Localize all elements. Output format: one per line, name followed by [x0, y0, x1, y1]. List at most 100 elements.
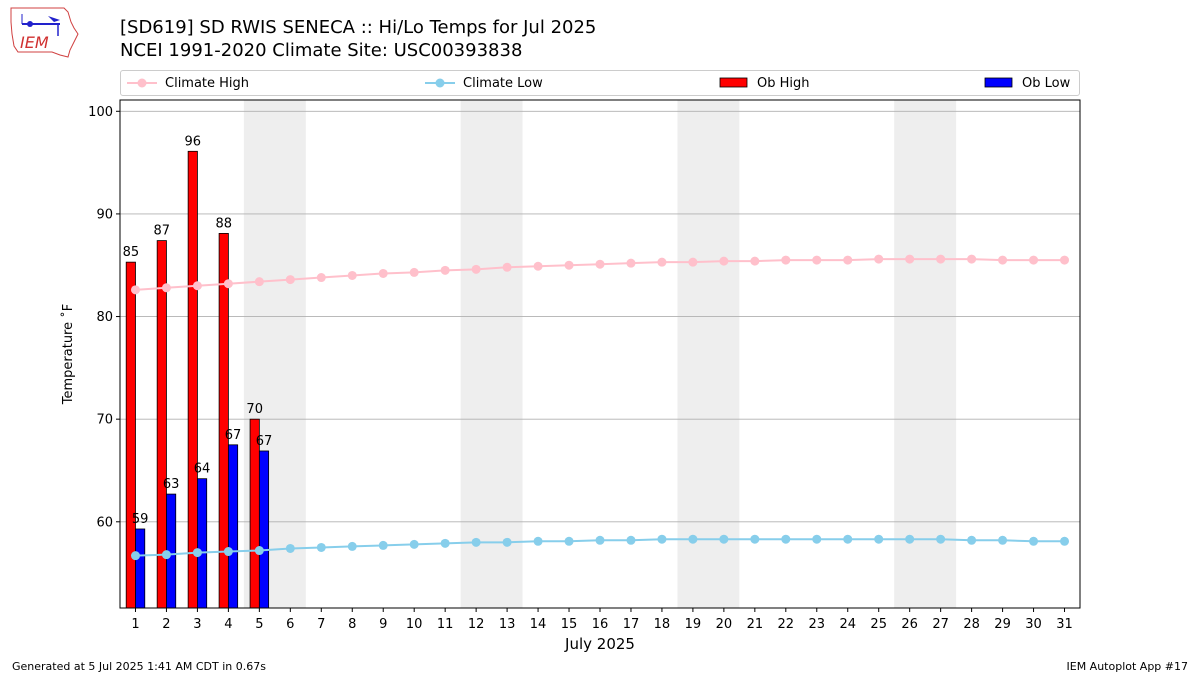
x-tick-label: 17	[623, 617, 640, 632]
point-climate-high	[998, 255, 1008, 265]
point-climate-low	[657, 534, 667, 544]
legend-item-ob-low: Ob Low	[984, 71, 1070, 95]
point-climate-high	[378, 268, 388, 278]
point-climate-high	[285, 275, 295, 285]
data-label-ob-high: 85	[123, 245, 140, 260]
point-climate-low	[223, 547, 233, 557]
bars	[125, 150, 270, 609]
point-climate-high	[843, 255, 853, 265]
point-climate-low	[316, 542, 326, 552]
x-tick-label: 9	[379, 617, 387, 632]
point-climate-low	[347, 541, 357, 551]
point-climate-high	[502, 262, 512, 272]
point-climate-low	[285, 543, 295, 553]
gridlines	[120, 110, 1080, 523]
legend: Climate High Climate Low Ob High Ob Low	[120, 70, 1080, 96]
legend-label-ob-low: Ob Low	[1022, 75, 1071, 91]
point-climate-low	[440, 538, 450, 548]
y-tick-label: 60	[96, 515, 113, 530]
point-climate-high	[471, 264, 481, 274]
x-tick-label: 1	[131, 617, 139, 632]
point-climate-low	[781, 534, 791, 544]
point-climate-high	[533, 261, 543, 271]
x-tick-label: 24	[839, 617, 856, 632]
point-climate-high	[192, 281, 202, 291]
legend-label-climate-high: Climate High	[165, 75, 250, 91]
x-tick-label: 31	[1056, 617, 1073, 632]
y-tick-label: 100	[88, 105, 113, 120]
legend-item-ob-high: Ob High	[719, 71, 810, 95]
x-tick-label: 25	[870, 617, 887, 632]
point-climate-high	[750, 256, 760, 266]
x-tick-label: 21	[747, 617, 764, 632]
point-climate-low	[409, 539, 419, 549]
y-tick-label: 70	[96, 413, 113, 428]
x-tick-label: 12	[468, 617, 485, 632]
x-tick-label: 13	[499, 617, 516, 632]
data-label-ob-high: 70	[246, 402, 263, 417]
x-axis-label: July 2025	[564, 635, 635, 653]
point-climate-low	[564, 536, 574, 546]
point-climate-low	[812, 534, 822, 544]
point-climate-high	[905, 254, 915, 264]
x-tick-label: 11	[437, 617, 454, 632]
logo-text: IEM	[20, 33, 49, 52]
x-tick-label: 28	[963, 617, 980, 632]
legend-swatch-ob-low	[984, 77, 1013, 88]
legend-line-climate-low	[425, 78, 455, 88]
point-climate-low	[192, 548, 202, 558]
point-climate-low	[1060, 536, 1070, 546]
x-tick-label: 5	[255, 617, 263, 632]
point-climate-low	[998, 535, 1008, 545]
x-tick-label: 2	[162, 617, 170, 632]
point-climate-high	[967, 254, 977, 264]
point-climate-low	[254, 546, 264, 556]
legend-item-climate-low: Climate Low	[425, 71, 543, 95]
y-tick-label: 90	[96, 207, 113, 222]
point-climate-low	[1029, 536, 1039, 546]
iem-logo: IEM	[10, 7, 79, 58]
y-axis-label: Temperature ˚F	[60, 304, 76, 405]
x-tick-label: 22	[778, 617, 795, 632]
weekend-shade	[894, 100, 957, 608]
data-label-ob-low: 67	[256, 434, 273, 449]
legend-line-climate-high	[127, 78, 157, 88]
point-climate-low	[130, 551, 140, 561]
point-climate-low	[719, 534, 729, 544]
point-climate-high	[1060, 255, 1070, 265]
point-climate-high	[626, 258, 636, 268]
point-climate-high	[440, 265, 450, 275]
bar-ob-low	[227, 444, 239, 609]
point-climate-low	[936, 534, 946, 544]
data-label-ob-low: 59	[132, 512, 149, 527]
bar-ob-low	[135, 528, 146, 609]
point-climate-high	[719, 256, 729, 266]
legend-item-climate-high: Climate High	[127, 71, 249, 95]
legend-label-climate-low: Climate Low	[463, 75, 543, 91]
x-tick-label: 6	[286, 617, 294, 632]
point-climate-low	[378, 540, 388, 550]
point-climate-low	[533, 536, 543, 546]
point-climate-low	[843, 534, 853, 544]
point-climate-high	[688, 257, 698, 267]
point-climate-low	[967, 535, 977, 545]
point-climate-low	[750, 534, 760, 544]
legend-swatch-ob-high	[719, 77, 748, 88]
legend-label-ob-high: Ob High	[757, 75, 810, 91]
data-label-ob-low: 67	[225, 428, 242, 443]
x-tick-label: 16	[592, 617, 609, 632]
point-climate-high	[781, 255, 791, 265]
point-climate-high	[316, 273, 326, 283]
point-climate-high	[223, 279, 233, 289]
y-axis-ticks: 60 70 80 90 100	[88, 105, 120, 530]
point-climate-high	[409, 267, 419, 277]
x-tick-label: 15	[561, 617, 578, 632]
bar-ob-high	[187, 150, 198, 609]
point-climate-low	[626, 535, 636, 545]
point-climate-low	[502, 537, 512, 547]
point-climate-high	[657, 257, 667, 267]
x-tick-label: 20	[716, 617, 733, 632]
x-tick-label: 30	[1025, 617, 1042, 632]
point-climate-high	[161, 283, 171, 293]
x-tick-label: 23	[809, 617, 826, 632]
